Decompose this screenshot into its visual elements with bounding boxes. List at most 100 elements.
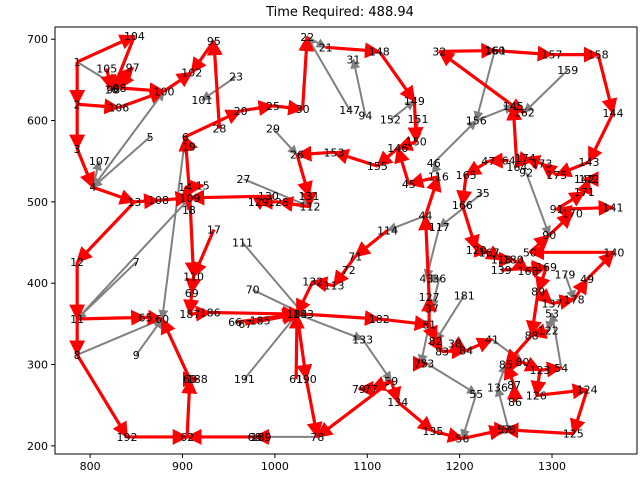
node-label-88: 88 <box>525 329 539 342</box>
node-label-142: 142 <box>574 173 595 186</box>
node-label-111: 111 <box>232 237 253 250</box>
node-label-80: 80 <box>515 356 529 369</box>
y-tick-label-700: 700 <box>27 33 48 46</box>
node-label-28: 28 <box>212 123 226 136</box>
route-edge-178-49 <box>572 277 589 301</box>
x-tick-label-900: 900 <box>172 460 193 473</box>
route-edge-65-60 <box>145 309 164 326</box>
node-label-20: 20 <box>234 105 248 118</box>
node-label-90: 90 <box>542 229 556 242</box>
node-label-132: 132 <box>302 276 323 289</box>
route-edge-6-20 <box>184 109 243 139</box>
route-edge-153-26 <box>295 145 335 162</box>
node-label-31: 31 <box>346 54 360 67</box>
route-edge-30-22 <box>298 35 315 110</box>
node-label-190: 190 <box>296 373 317 386</box>
route-edge-28-95 <box>206 39 223 129</box>
node-label-122: 122 <box>538 324 559 337</box>
node-label-56: 56 <box>455 433 469 446</box>
route-edge-123-126 <box>530 369 547 398</box>
node-label-70: 70 <box>246 284 260 297</box>
route-edge-13-108 <box>134 193 161 210</box>
node-label-46: 46 <box>427 157 441 170</box>
route-edge-88-85 <box>504 334 533 366</box>
node-label-185: 185 <box>250 315 271 328</box>
node-label-175: 175 <box>546 169 567 182</box>
node-label-7: 7 <box>133 256 140 269</box>
node-label-125: 125 <box>563 428 584 441</box>
route-edge-2-106 <box>77 98 121 115</box>
node-label-64: 64 <box>502 154 516 167</box>
route-edge-38-84 <box>449 336 468 353</box>
node-label-183: 183 <box>293 308 314 321</box>
node-label-180: 180 <box>503 254 524 267</box>
node-label-41: 41 <box>485 333 499 346</box>
route-edge-148-149 <box>377 50 416 103</box>
node-label-126: 126 <box>526 389 547 402</box>
node-label-77: 77 <box>364 383 378 396</box>
route-edge-130-109 <box>188 189 269 206</box>
node-label-58: 58 <box>502 424 516 437</box>
node-label-182: 182 <box>369 313 390 326</box>
route-edge-89-88 <box>525 291 542 337</box>
node-label-8: 8 <box>74 349 81 362</box>
route-edge-135-56 <box>432 427 464 443</box>
route-edge-1-104 <box>76 34 136 64</box>
node-label-173: 173 <box>531 158 552 171</box>
route-edge-145-32 <box>438 50 515 108</box>
x-tick-label-800: 800 <box>80 460 101 473</box>
node-label-89: 89 <box>531 285 545 298</box>
node-label-107: 107 <box>89 155 110 168</box>
node-label-189: 189 <box>251 431 272 444</box>
route-edge-164-145 <box>506 104 523 167</box>
node-label-85: 85 <box>499 359 513 372</box>
node-label-53: 53 <box>545 307 559 320</box>
route-edge-124-125 <box>569 389 589 436</box>
node-label-72: 72 <box>342 264 356 277</box>
node-label-127: 127 <box>419 291 440 304</box>
node-label-151: 151 <box>408 113 429 126</box>
route-edge-175-173 <box>540 162 559 179</box>
node-label-12: 12 <box>70 256 84 269</box>
node-label-71: 71 <box>348 250 362 263</box>
node-label-169: 169 <box>536 261 557 274</box>
node-label-156: 156 <box>466 115 487 128</box>
edge-152-149 <box>389 100 416 121</box>
node-label-16: 16 <box>104 84 118 97</box>
node-label-66: 66 <box>228 316 242 329</box>
route-edge-20-25 <box>240 100 275 116</box>
node-label-32: 32 <box>432 45 446 58</box>
edge-55-56 <box>460 393 478 440</box>
node-label-15: 15 <box>196 180 210 193</box>
node-label-55: 55 <box>469 388 483 401</box>
node-label-139: 139 <box>491 264 512 277</box>
node-label-141: 141 <box>602 202 623 215</box>
node-label-44: 44 <box>418 210 432 223</box>
node-label-49: 49 <box>580 273 594 286</box>
node-label-102: 102 <box>181 67 202 80</box>
route-edge-114-71 <box>353 229 389 258</box>
node-label-131: 131 <box>299 190 320 203</box>
node-label-94: 94 <box>358 110 372 123</box>
node-label-96: 96 <box>106 84 120 97</box>
node-label-104: 104 <box>124 30 145 43</box>
route-edge-62-63 <box>181 377 198 437</box>
route-edge-158-144 <box>596 54 618 115</box>
node-label-166: 166 <box>452 199 473 212</box>
node-label-168: 168 <box>517 265 538 278</box>
route-edge-126-124 <box>536 383 589 400</box>
route-edge-155-153 <box>332 148 378 168</box>
y-axis: 200 300 400 500 600 700 <box>27 33 55 453</box>
route-edge-86-87 <box>506 383 523 403</box>
route-edge-64-47 <box>486 152 509 169</box>
y-tick-label-300: 300 <box>27 359 48 372</box>
node-label-13: 13 <box>127 196 141 209</box>
y-tick-label-600: 600 <box>27 115 48 128</box>
route-edge-11-65 <box>77 309 148 326</box>
node-label-5: 5 <box>147 131 154 144</box>
chart-title: Time Required: 488.94 <box>265 5 414 20</box>
x-tick-label-1200: 1200 <box>446 460 474 473</box>
node-label-146: 146 <box>387 142 408 155</box>
route-edge-89-137 <box>535 288 554 305</box>
node-label-188: 188 <box>187 373 208 386</box>
